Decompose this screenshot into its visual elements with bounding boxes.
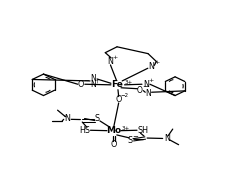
Text: +: + [113, 55, 118, 60]
Text: Mo: Mo [106, 126, 121, 135]
Text: 3+: 3+ [125, 80, 133, 85]
Text: +: + [154, 60, 159, 65]
Text: SH: SH [137, 126, 148, 135]
Text: N: N [107, 57, 113, 66]
Text: N: N [143, 80, 149, 89]
Text: 3+: 3+ [122, 126, 130, 131]
Text: N: N [90, 80, 96, 89]
Text: O: O [111, 140, 117, 149]
Text: −: − [142, 84, 148, 90]
Text: N: N [90, 74, 96, 83]
Text: Fe: Fe [112, 80, 123, 89]
Text: O: O [78, 80, 84, 89]
Text: S: S [95, 114, 100, 123]
Text: +: + [148, 78, 153, 83]
Text: N: N [149, 62, 155, 71]
Text: N: N [145, 89, 151, 98]
Text: S: S [128, 136, 133, 145]
Text: O: O [137, 86, 143, 95]
Text: N: N [164, 134, 170, 143]
Text: O: O [115, 95, 122, 104]
Text: †: † [96, 74, 98, 79]
Text: HS: HS [79, 126, 90, 135]
Text: †: † [96, 79, 99, 84]
Text: −: − [132, 134, 138, 140]
Text: −2: −2 [121, 93, 129, 98]
Text: N: N [64, 114, 70, 123]
Text: −: − [83, 78, 89, 84]
